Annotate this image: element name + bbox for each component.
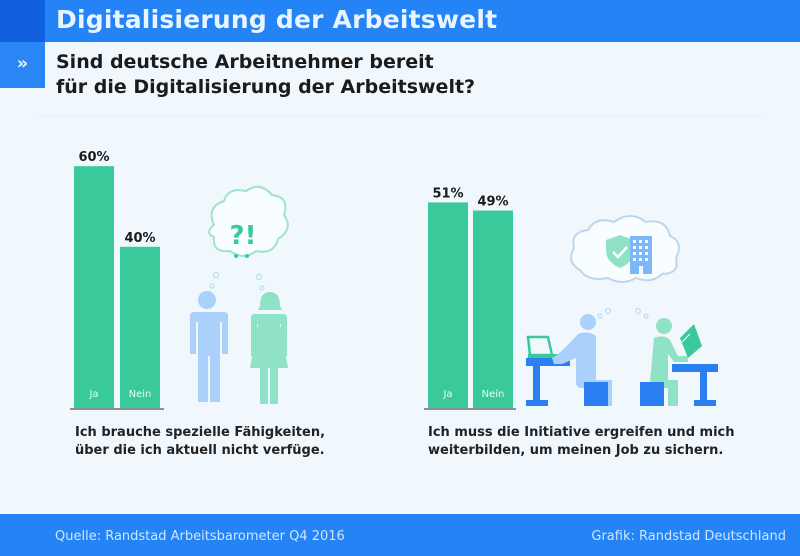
question-line-2: für die Digitalisierung der Arbeitswelt?	[56, 76, 476, 98]
category-label-ja: Ja	[88, 389, 98, 400]
question-heading: Sind deutsche Arbeitnehmer bereit für di…	[56, 50, 475, 100]
bar-nein	[473, 210, 513, 408]
divider	[35, 116, 765, 117]
value-label-ja: 60%	[78, 150, 109, 165]
chart-1-caption: Ich brauche spezielle Fähigkeiten, über …	[75, 424, 325, 460]
chart-1: 60% 40% Ja Nein	[70, 150, 164, 410]
category-label-nein: Nein	[129, 389, 152, 400]
question-line-1: Sind deutsche Arbeitnehmer bereit	[56, 51, 434, 73]
woman-icon	[250, 292, 288, 404]
bar-nein	[120, 246, 160, 408]
thought-bubble-icon: ?!	[208, 185, 289, 291]
chart-2: 51% 49% Ja Nein	[424, 186, 516, 410]
source-note: Quelle: Randstad Arbeitsbarometer Q4 201…	[55, 529, 345, 544]
caption-line-1: Ich brauche spezielle Fähigkeiten,	[75, 425, 326, 440]
page-title: Digitalisierung der Arbeitswelt	[56, 5, 498, 34]
thought-bubble-icon	[570, 215, 680, 319]
header-accent-block	[0, 0, 45, 42]
credit-note: Grafik: Randstad Deutschland	[591, 529, 786, 544]
bar-ja	[428, 202, 468, 408]
man-icon	[190, 291, 228, 402]
caption-line-2: weiterbilden, um meinen Job zu sichern.	[428, 443, 724, 458]
footer-bar: Quelle: Randstad Arbeitsbarometer Q4 201…	[0, 514, 800, 556]
office-building-icon	[630, 236, 652, 274]
category-label-ja: Ja	[442, 389, 452, 400]
value-label-nein: 40%	[124, 231, 155, 246]
value-label-ja: 51%	[432, 186, 463, 201]
person-laptop-icon	[526, 314, 612, 406]
double-chevron-right-icon: »	[0, 42, 45, 88]
person-reading-icon	[640, 318, 718, 406]
bar-ja	[74, 166, 114, 408]
shield-check-icon	[606, 235, 634, 268]
header-bar: Digitalisierung der Arbeitswelt	[0, 0, 800, 42]
caption-line-1: Ich muss die Initiative ergreifen und mi…	[428, 425, 735, 440]
chart-2-caption: Ich muss die Initiative ergreifen und mi…	[428, 424, 734, 460]
caption-line-2: über die ich aktuell nicht verfüge.	[75, 443, 325, 458]
value-label-nein: 49%	[477, 195, 508, 210]
thought-text: ?!	[230, 221, 257, 251]
category-label-nein: Nein	[482, 389, 505, 400]
